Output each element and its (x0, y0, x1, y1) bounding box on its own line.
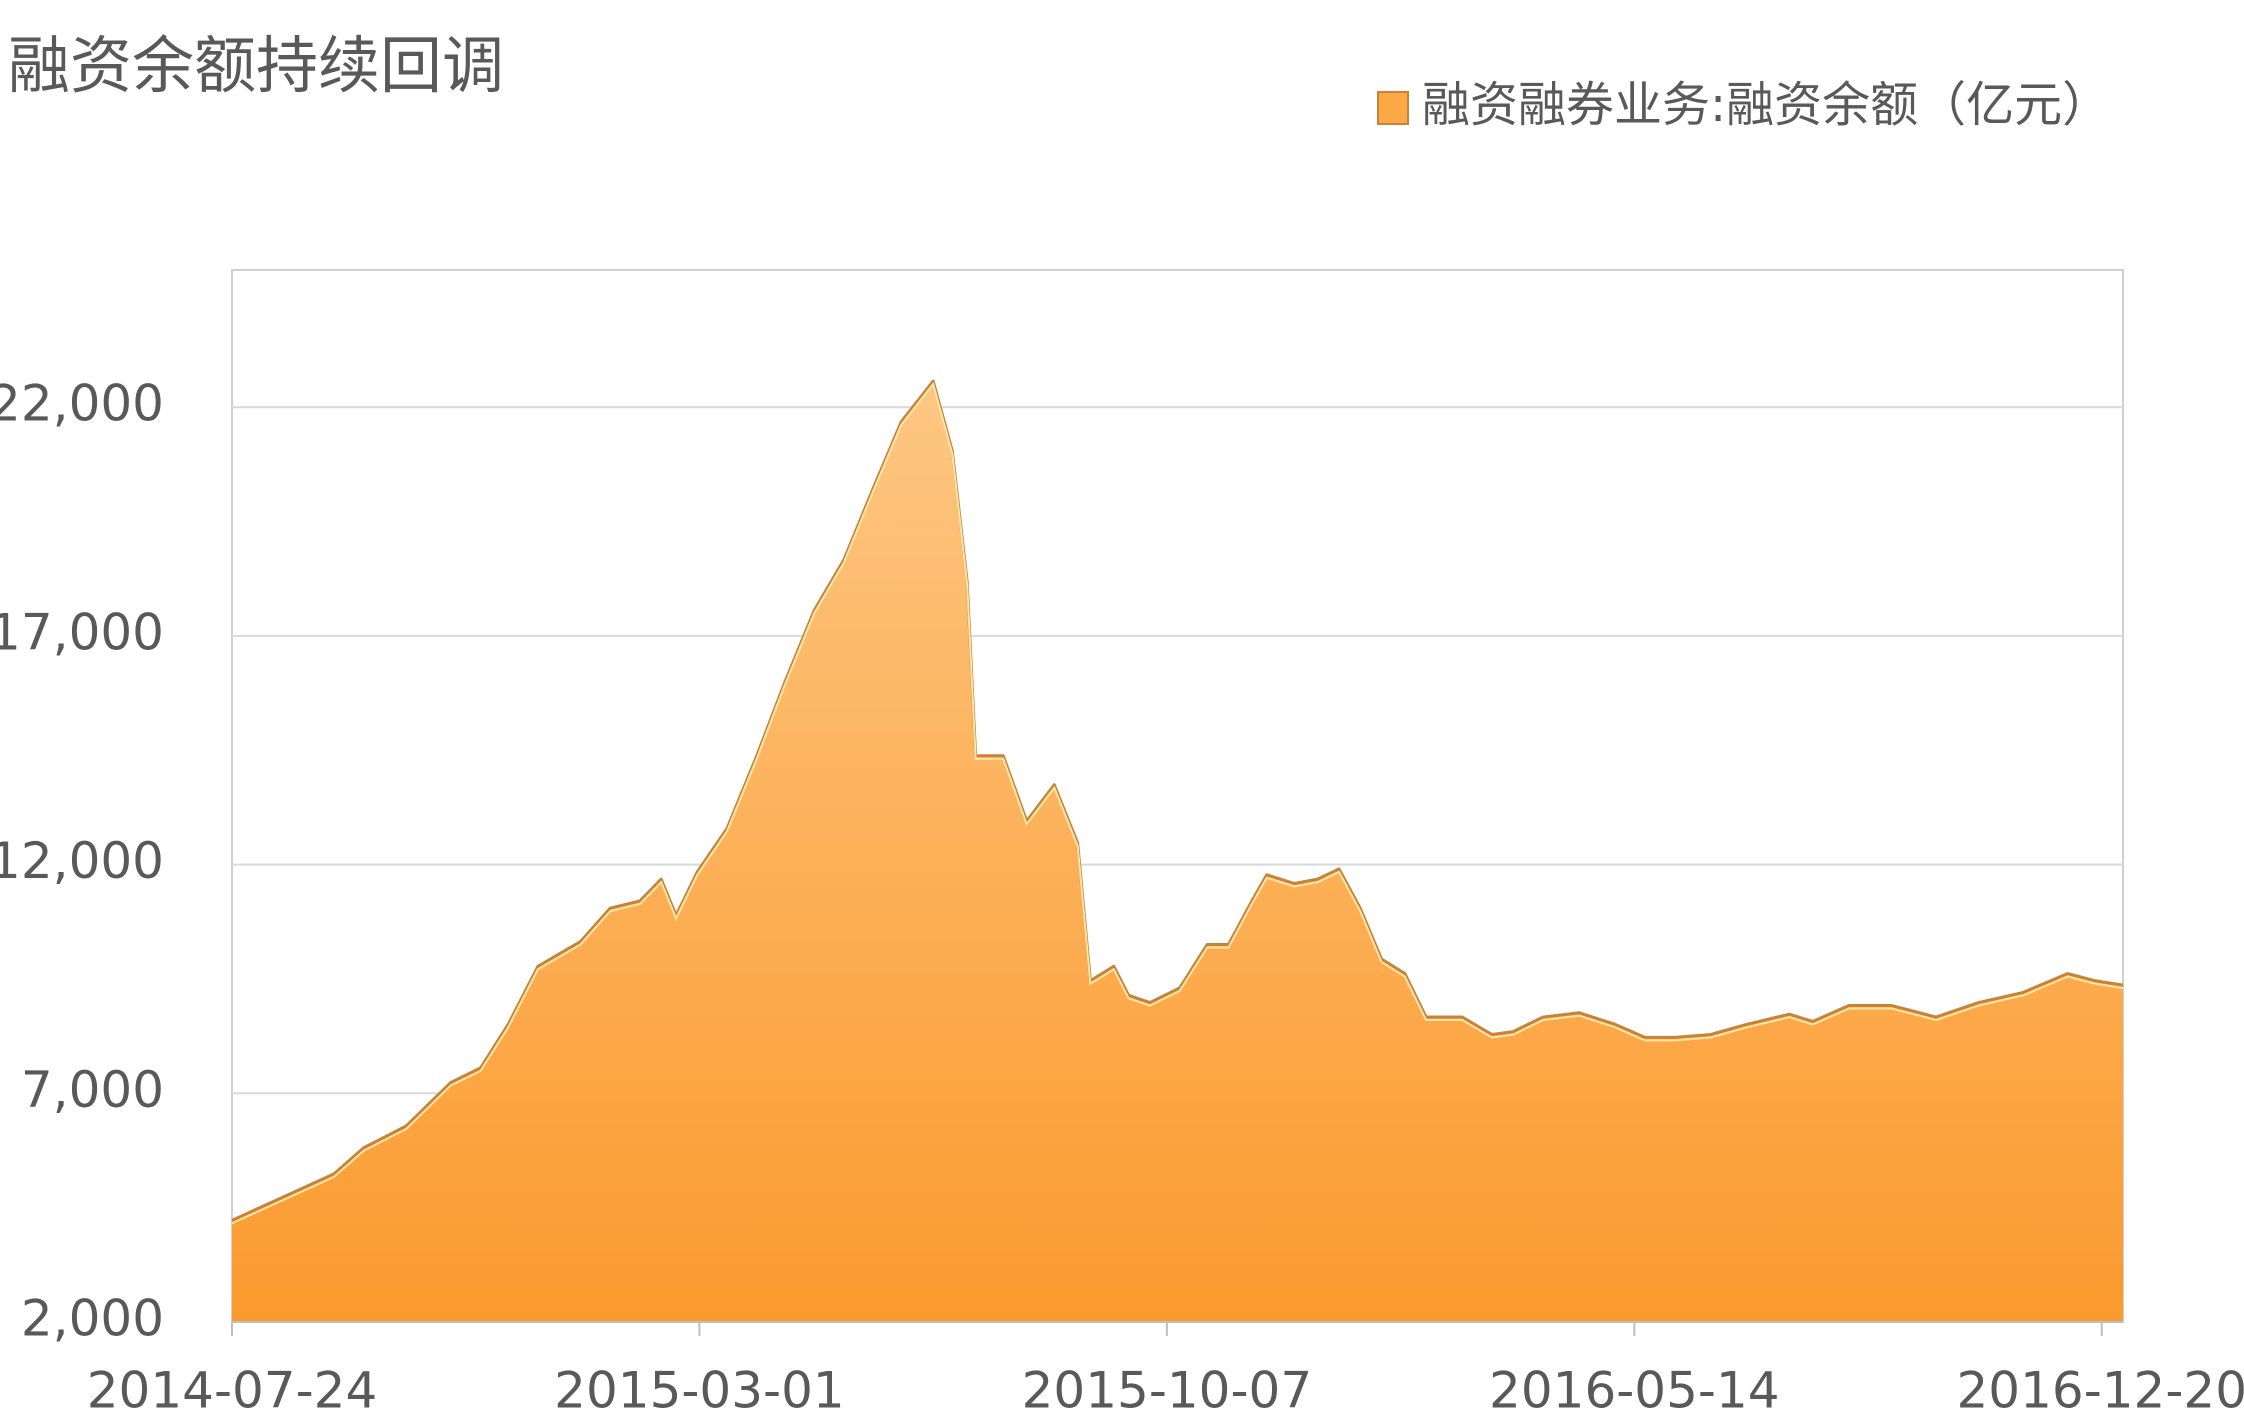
area-highlight (231, 381, 2124, 1225)
area (232, 381, 2123, 1322)
y-tick-label: 22,000 (0, 375, 164, 433)
legend-label: 融资融券业务:融资余额（亿元） (1422, 77, 2110, 133)
legend-swatch (1377, 91, 1409, 125)
y-tick-label: 12,000 (0, 832, 164, 890)
x-tick-label: 2016-12-20 (1956, 1362, 2244, 1418)
y-tick-label: 17,000 (0, 603, 164, 661)
x-tick-label: 2014-07-24 (87, 1362, 378, 1418)
x-tick-label: 2016-05-14 (1489, 1362, 1780, 1418)
y-tick-label: 7,000 (21, 1061, 164, 1119)
area-edge (231, 379, 2124, 1222)
x-tick-label: 2015-10-07 (1022, 1362, 1313, 1418)
y-tick-label: 2,000 (21, 1290, 164, 1348)
x-tick-label: 2015-03-01 (554, 1362, 845, 1418)
chart-title: 融资余额持续回调 (8, 29, 504, 102)
